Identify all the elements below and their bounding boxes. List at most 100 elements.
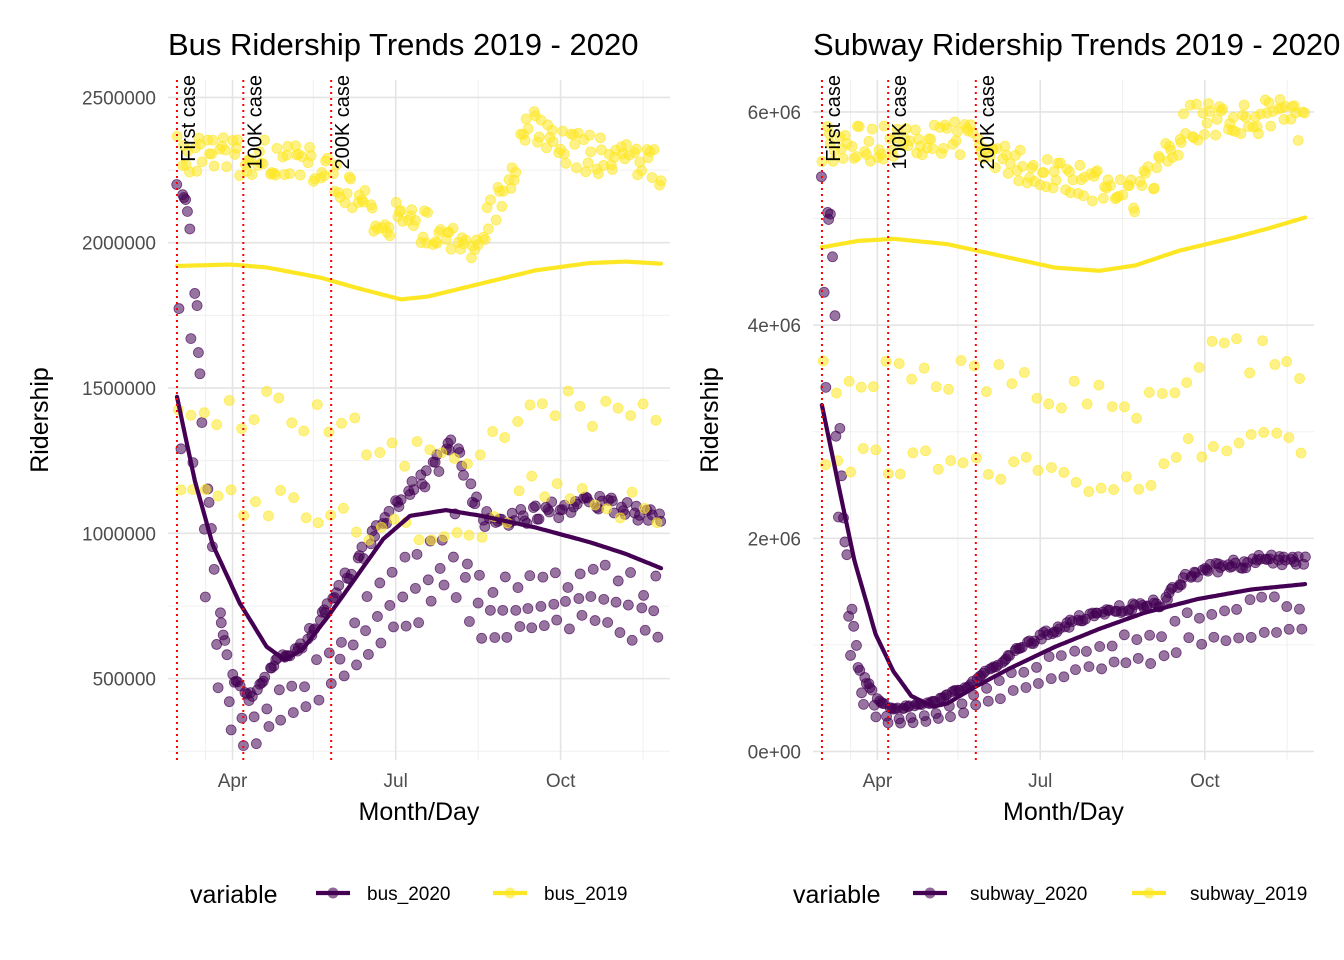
point-bus_2020	[450, 592, 462, 603]
point-bus_2019	[294, 169, 306, 181]
point-bus_2019	[569, 138, 581, 150]
point-subway_2019	[1032, 465, 1044, 476]
point-bus_2020	[650, 570, 662, 582]
legend-key-bus_2020: bus_2020	[316, 884, 450, 905]
point-bus_2019	[646, 172, 658, 183]
point-subway_2020	[1118, 629, 1130, 641]
point-bus_2020	[180, 194, 191, 205]
point-bus_2019	[451, 527, 463, 539]
point-subway_2020	[870, 711, 882, 723]
point-bus_2020	[499, 571, 511, 583]
point-bus_2020	[383, 505, 395, 517]
point-bus_2019	[448, 452, 460, 464]
point-bus_2019	[410, 215, 421, 226]
point-bus_2020	[560, 595, 571, 607]
point-subway_2019	[893, 358, 905, 369]
point-bus_2019	[406, 204, 418, 216]
point-subway_2019	[1004, 158, 1016, 169]
point-subway_2019	[1148, 182, 1160, 194]
point-bus_2019	[546, 124, 558, 136]
point-bus_2020	[638, 589, 650, 601]
point-bus_2019	[576, 483, 588, 494]
point-bus_2019	[482, 223, 494, 235]
point-bus_2019	[411, 436, 423, 447]
point-subway_2019	[857, 443, 869, 454]
point-bus_2020	[236, 712, 248, 724]
point-bus_2020	[372, 611, 383, 622]
point-bus_2019	[621, 139, 632, 150]
point-subway_2019	[1169, 387, 1181, 399]
y-tick-label: 2e+06	[748, 529, 801, 550]
point-bus_2020	[625, 567, 636, 578]
bus-ridership-chart: 500000 1000000 1500000 2000000 2500000 Apr Jul…	[26, 27, 670, 909]
point-bus_2020	[564, 623, 575, 635]
point-bus_2020	[351, 659, 362, 671]
point-bus_2020	[598, 593, 610, 605]
point-subway_2019	[1108, 484, 1120, 495]
point-subway_2019	[989, 162, 1001, 174]
point-subway_2019	[1240, 111, 1252, 123]
point-subway_2019	[918, 362, 930, 374]
point-subway_2019	[993, 359, 1005, 370]
point-subway_2019	[1083, 486, 1095, 497]
point-subway_2020	[1055, 650, 1067, 662]
point-bus_2019	[549, 410, 561, 422]
point-bus_2019	[625, 410, 637, 422]
point-subway_2020	[1233, 632, 1245, 644]
point-bus_2019	[217, 132, 229, 144]
point-bus_2020	[386, 566, 398, 578]
point-subway_2020	[1158, 650, 1170, 662]
point-bus_2020	[602, 617, 614, 628]
point-bus_2019	[585, 146, 597, 158]
point-bus_2020	[361, 591, 373, 602]
point-bus_2019	[212, 490, 224, 502]
point-subway_2020	[1070, 664, 1081, 676]
point-bus_2020	[636, 602, 648, 614]
point-bus_2020	[408, 484, 420, 496]
point-bus_2020	[487, 587, 499, 598]
point-bus_2019	[424, 444, 436, 456]
point-subway_2020	[1031, 662, 1042, 673]
bus_2020-points	[171, 179, 667, 751]
point-bus_2020	[648, 605, 660, 617]
point-bus_2020	[250, 738, 262, 750]
legend-label: subway_2020	[970, 884, 1087, 905]
point-subway_2019	[1114, 174, 1126, 186]
point-subway_2019	[1151, 162, 1163, 174]
point-bus_2019	[311, 399, 323, 411]
point-bus_2020	[422, 574, 434, 586]
point-subway_2020	[1245, 632, 1257, 643]
point-bus_2020	[384, 600, 396, 611]
point-subway_2020	[866, 684, 878, 696]
point-bus_2019	[196, 156, 208, 168]
point-bus_2019	[325, 509, 337, 521]
point-subway_2019	[1170, 452, 1182, 463]
point-bus_2019	[539, 491, 551, 503]
point-subway_2019	[1095, 482, 1107, 494]
point-subway_2019	[995, 473, 1007, 485]
point-subway_2019	[1217, 103, 1228, 115]
point-bus_2020	[248, 711, 260, 723]
point-subway_2019	[1054, 157, 1066, 169]
y-tick-label: 1000000	[82, 524, 156, 545]
point-bus_2020	[399, 551, 411, 563]
point-bus_2019	[269, 169, 281, 181]
point-bus_2020	[362, 648, 374, 660]
point-subway_2019	[1031, 392, 1043, 404]
point-bus_2020	[551, 614, 563, 626]
legend-title: variable	[190, 881, 278, 909]
point-bus_2019	[436, 447, 448, 459]
point-subway_2019	[831, 387, 842, 399]
point-bus_2020	[215, 617, 227, 629]
point-bus_2020	[360, 625, 371, 637]
point-subway_2019	[1294, 373, 1305, 384]
point-bus_2019	[463, 529, 475, 541]
point-bus_2020	[522, 603, 534, 614]
point-subway_2020	[1108, 656, 1120, 668]
point-subway_2019	[877, 153, 889, 165]
point-bus_2020	[434, 563, 446, 574]
point-bus_2020	[425, 595, 437, 607]
point-bus_2020	[375, 637, 387, 649]
chart-title: Subway Ridership Trends 2019 - 2020	[813, 27, 1340, 62]
point-subway_2019	[1265, 120, 1277, 132]
